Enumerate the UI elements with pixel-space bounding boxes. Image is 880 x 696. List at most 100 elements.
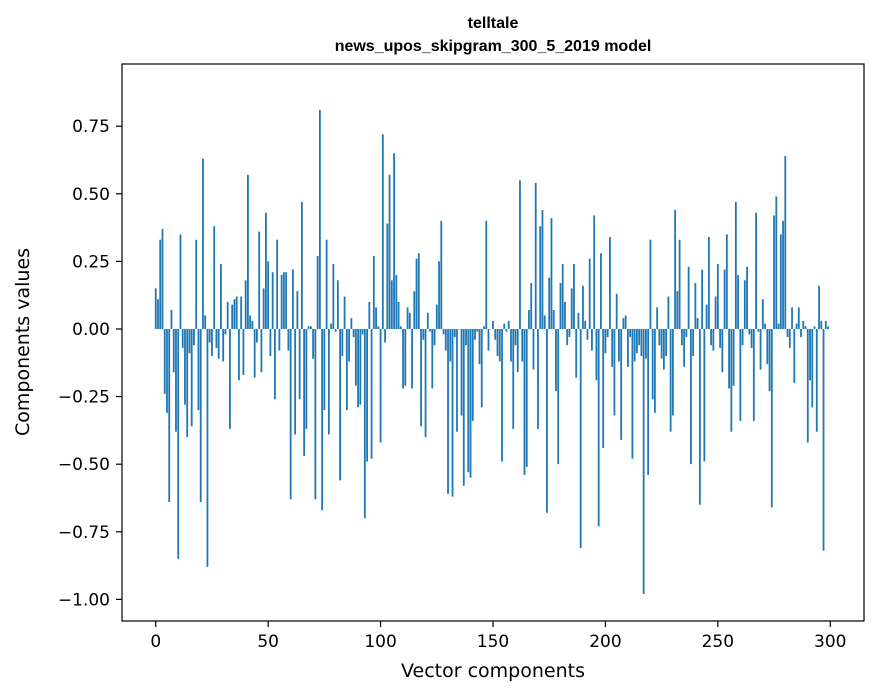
bar (537, 328, 539, 430)
bar (498, 328, 501, 362)
bar (420, 328, 422, 427)
bar (471, 328, 474, 421)
bar (678, 239, 681, 329)
y-axis-label: Components values (12, 248, 34, 436)
bar (395, 274, 398, 329)
bar (719, 328, 721, 348)
bar (370, 328, 373, 459)
bar (588, 258, 591, 329)
bar (217, 328, 220, 359)
bar (820, 320, 823, 329)
bar (618, 328, 620, 362)
chart-title: telltale (468, 15, 519, 32)
bar (456, 328, 458, 432)
bar (710, 328, 712, 346)
bar (404, 328, 407, 386)
bar (656, 307, 659, 329)
bar (408, 312, 411, 329)
bar (755, 212, 757, 329)
bar (651, 328, 654, 400)
bar (433, 328, 436, 346)
bar (584, 320, 587, 329)
bar (559, 283, 562, 329)
bar (345, 328, 348, 411)
bar (543, 315, 546, 329)
bar (154, 288, 157, 329)
bar (343, 296, 346, 329)
bar (665, 328, 668, 357)
bar (721, 328, 724, 373)
bar (539, 226, 542, 329)
bar (503, 323, 506, 329)
bar (208, 328, 211, 343)
bar (161, 228, 164, 329)
y-tick-label: 0.50 (72, 185, 110, 205)
bar (417, 253, 420, 329)
bar (444, 328, 447, 351)
bar (674, 210, 677, 329)
bar (413, 291, 416, 329)
bar (512, 328, 515, 430)
bar (435, 304, 438, 329)
bar (791, 307, 793, 329)
bar (645, 328, 647, 359)
bar (602, 328, 605, 448)
bar (606, 328, 609, 338)
bar (163, 328, 166, 394)
bar (669, 328, 672, 432)
bar (294, 328, 297, 435)
bar (282, 272, 285, 329)
bar (249, 315, 252, 329)
bar (179, 234, 182, 329)
bar (199, 328, 202, 503)
bar (734, 201, 737, 329)
bar (316, 255, 319, 329)
bar (620, 328, 623, 440)
bar (226, 301, 229, 329)
bar (375, 307, 377, 329)
bar (474, 328, 476, 340)
bar (440, 220, 443, 329)
bar (786, 328, 789, 338)
bar (309, 326, 312, 329)
bar (505, 328, 508, 332)
bar (224, 328, 227, 335)
bar (516, 328, 519, 373)
x-tick-label: 150 (477, 632, 509, 652)
bar (424, 328, 427, 438)
x-axis: 0 50 100 150 200 250 300 (150, 621, 846, 652)
bar (211, 328, 213, 357)
bar (426, 312, 429, 329)
bar (730, 328, 733, 432)
bar (579, 328, 582, 548)
bar (806, 328, 809, 443)
bar (797, 307, 800, 329)
y-tick-label: −0.25 (58, 388, 110, 408)
bar (244, 280, 247, 329)
bar (262, 288, 265, 329)
bar (372, 255, 375, 329)
bar (188, 328, 191, 354)
y-tick-label: 0.25 (72, 252, 110, 272)
bar (501, 328, 503, 462)
bar (460, 328, 463, 416)
x-tick-label: 100 (364, 632, 396, 652)
bar (519, 180, 521, 329)
bar (253, 328, 256, 378)
bar (381, 134, 384, 329)
bar (561, 264, 564, 329)
bar (507, 320, 510, 329)
bar (770, 328, 773, 508)
bar (336, 280, 339, 329)
bar (390, 280, 393, 329)
bar (238, 328, 240, 381)
bar (809, 328, 811, 381)
bar (521, 328, 524, 362)
bar (777, 323, 780, 329)
bar (175, 328, 177, 432)
x-tick-label: 0 (150, 632, 161, 652)
bar (757, 328, 760, 332)
bar (276, 239, 279, 329)
bar (388, 174, 391, 329)
